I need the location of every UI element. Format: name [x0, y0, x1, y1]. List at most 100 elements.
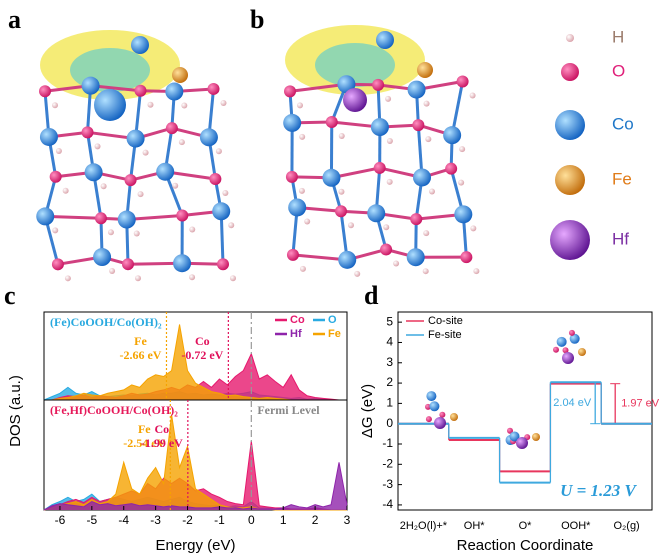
atom: [304, 218, 311, 225]
legend-label: O: [328, 314, 337, 326]
line-label: Fe: [138, 422, 151, 436]
atom: [189, 274, 196, 281]
atom: [460, 251, 473, 264]
line-label: Co: [195, 334, 210, 348]
atom: [338, 133, 345, 140]
atom: [429, 401, 440, 412]
x-tick-label: OOH*: [561, 520, 591, 532]
area-fill: [44, 414, 347, 510]
atom: [285, 170, 298, 183]
y-tick-label: -3: [382, 477, 393, 491]
atom: [335, 205, 348, 218]
atom: [147, 101, 154, 108]
panel-label: c: [4, 281, 16, 310]
atom: [429, 188, 436, 195]
atom: [51, 258, 64, 271]
atom: [283, 113, 302, 132]
atom: [367, 204, 386, 223]
atom: [109, 268, 116, 275]
atom: [386, 178, 393, 185]
atom: [372, 78, 385, 91]
y-tick-label: 3: [386, 355, 393, 369]
atom: [338, 188, 345, 195]
atom: [181, 102, 188, 109]
line-value-label: -2.66 eV: [119, 348, 161, 362]
atom: [100, 183, 107, 190]
bond: [289, 82, 347, 93]
atom: [434, 417, 446, 429]
atom: [178, 139, 185, 146]
atom: [325, 116, 338, 129]
atom: [459, 146, 466, 153]
atom: [439, 411, 446, 418]
atom: [173, 254, 192, 273]
data-label: 2.04 eV: [553, 397, 592, 409]
x-tick-label: -2: [182, 513, 193, 527]
panel-label: b: [250, 5, 264, 34]
atom: [199, 128, 218, 147]
atom: [299, 265, 306, 272]
x-tick-label: OH*: [464, 520, 486, 532]
atom: [39, 127, 58, 146]
x-tick-label: O₂(g): [613, 520, 639, 532]
atom: [137, 191, 144, 198]
x-tick-label: -1: [214, 513, 225, 527]
atom: [94, 89, 126, 121]
atom: [553, 346, 560, 353]
atom-legend-label: Co: [612, 114, 634, 133]
atom-legend-label: Fe: [612, 169, 632, 188]
atom: [386, 138, 393, 145]
atom: [134, 84, 147, 97]
y-tick-label: -4: [382, 497, 393, 511]
atom: [94, 143, 101, 150]
atom: [562, 352, 574, 364]
atom: [348, 222, 355, 229]
data-label: 1.97 eV: [621, 398, 660, 410]
atom: [532, 433, 540, 441]
x-tick-label: 0: [248, 513, 255, 527]
atom: [124, 174, 137, 187]
atom: [413, 168, 432, 187]
line-label: Fe: [134, 334, 147, 348]
atom: [135, 275, 142, 282]
atom: [84, 163, 103, 182]
y-tick-label: -2: [382, 456, 393, 470]
x-tick-label: -5: [87, 513, 98, 527]
bond: [126, 213, 183, 222]
atom-legend-label: O: [612, 61, 625, 80]
dos-line: [43, 462, 348, 511]
atom: [299, 133, 306, 140]
x-tick-label: O*: [519, 520, 533, 532]
atom: [423, 230, 430, 237]
atom: [410, 213, 423, 226]
atom: [93, 248, 112, 267]
atom: [561, 63, 579, 81]
atom: [456, 75, 469, 88]
atom: [385, 95, 392, 102]
y-tick-label: 1: [386, 396, 393, 410]
atom: [550, 220, 590, 260]
annotation: U = 1.23 V: [560, 481, 637, 500]
x-tick-label: -3: [150, 513, 161, 527]
panel-label: a: [8, 5, 21, 34]
atom: [36, 207, 55, 226]
x-axis-label: Reaction Coordinate: [457, 537, 594, 554]
legend-label: Fe: [328, 328, 341, 340]
plot-frame: [397, 311, 653, 511]
atom: [62, 187, 69, 194]
line-value-label: -0.72 eV: [181, 348, 223, 362]
x-tick-label: -4: [118, 513, 129, 527]
atom: [562, 347, 569, 354]
y-axis-label: DOS (a.u.): [7, 375, 24, 447]
atom: [122, 258, 135, 271]
y-tick-label: 0: [386, 416, 393, 430]
x-tick-label: 2H₂O(l)+*: [400, 520, 448, 532]
atom: [172, 182, 179, 189]
atom: [126, 129, 145, 148]
legend-label: Co-site: [428, 315, 463, 327]
atom: [298, 187, 305, 194]
legend-label: Co: [290, 314, 305, 326]
atom: [445, 162, 458, 175]
atom: [55, 147, 62, 154]
